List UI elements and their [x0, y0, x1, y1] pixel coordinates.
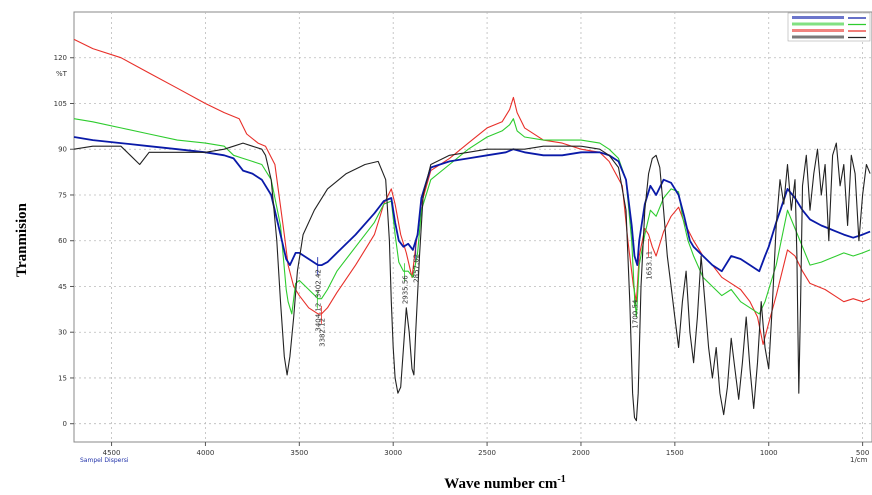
y-tick-label: 45	[58, 283, 67, 291]
x-axis-title-main: Wave number cm	[444, 476, 558, 492]
series-line-blue	[73, 136, 871, 273]
x-ticks: 4500 4000 3500 3000 2500 2000 1500 1000 500	[103, 442, 869, 457]
y-axis-title: Tranmision	[14, 202, 30, 277]
x-tick-label: 4500	[103, 449, 121, 457]
grid	[74, 12, 872, 442]
peak-label: 1653.11	[646, 251, 654, 280]
peak-label: 3382.12	[318, 318, 326, 347]
x-tick-label: 500	[856, 449, 869, 457]
legend-entry-blue	[792, 16, 844, 19]
x-unit-end-label: 1/cm	[850, 456, 868, 464]
x-tick-label: 3000	[384, 449, 402, 457]
y-tick-label: 120	[54, 54, 67, 62]
peak-label: 3404.12	[314, 303, 322, 332]
legend	[787, 12, 871, 42]
peak-label: 3402.42	[315, 269, 323, 298]
peak-label: 2935.56	[401, 275, 409, 304]
x-axis-title-superscript: -1	[557, 474, 565, 485]
x-tick-label: 1500	[666, 449, 684, 457]
y-tick-label: 90	[58, 146, 67, 154]
x-tick-label: 1000	[760, 449, 778, 457]
x-tick-label: 2000	[572, 449, 590, 457]
series-lines	[73, 38, 871, 422]
peak-label: 1700.54	[631, 299, 639, 328]
legend-entry-black	[792, 35, 844, 39]
y-tick-label: 75	[58, 191, 67, 199]
x-tick-label: 3500	[290, 449, 308, 457]
y-tick-label: 0	[63, 420, 67, 428]
x-axis-title: Wave number cm-1	[444, 474, 565, 492]
y-tick-label: 60	[58, 237, 67, 245]
y-unit-label: %T	[56, 70, 68, 78]
peak-label: 2857.62	[413, 254, 421, 283]
x-tick-label: 2500	[478, 449, 496, 457]
x-tick-label: 4000	[197, 449, 215, 457]
y-tick-label: 105	[54, 100, 67, 108]
legend-entry-red	[792, 29, 844, 32]
y-tick-label: 30	[58, 329, 67, 337]
series-line-red	[73, 38, 871, 345]
legend-entry-green	[792, 22, 844, 26]
y-ticks: 0 15 30 45 60 75 90 105 120	[54, 54, 74, 428]
plot-area	[73, 11, 872, 443]
series-line-black	[73, 142, 871, 422]
y-tick-label: 15	[58, 374, 67, 382]
sample-label: Sampel Dispersi	[80, 457, 129, 464]
